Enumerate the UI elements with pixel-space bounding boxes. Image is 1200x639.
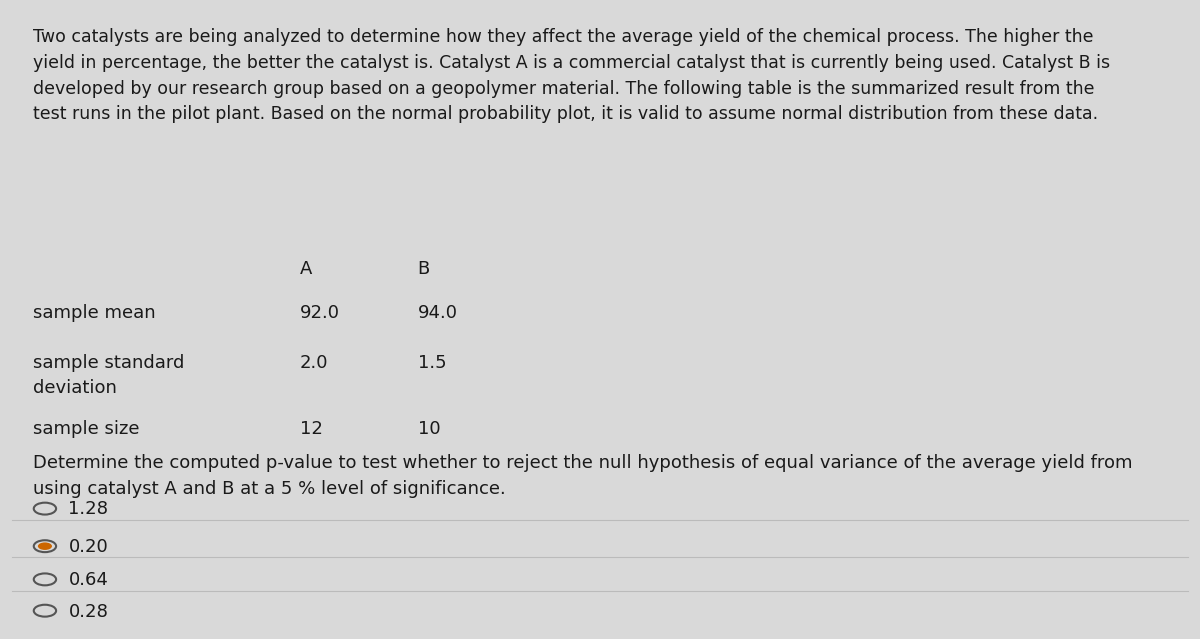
Text: 94.0: 94.0 <box>418 304 457 322</box>
Text: 0.28: 0.28 <box>68 603 108 620</box>
Text: 0.64: 0.64 <box>68 571 108 589</box>
Text: 1.5: 1.5 <box>418 354 446 372</box>
Text: Determine the computed p-value to test whether to reject the null hypothesis of : Determine the computed p-value to test w… <box>34 454 1133 498</box>
Text: Two catalysts are being analyzed to determine how they affect the average yield : Two catalysts are being analyzed to dete… <box>34 28 1110 123</box>
Text: 92.0: 92.0 <box>300 304 340 322</box>
Text: 10: 10 <box>418 420 440 438</box>
Text: 12: 12 <box>300 420 323 438</box>
Text: 2.0: 2.0 <box>300 354 329 372</box>
Text: sample size: sample size <box>34 420 139 438</box>
Text: 0.20: 0.20 <box>68 538 108 556</box>
Text: 1.28: 1.28 <box>68 500 108 518</box>
Text: sample standard
deviation: sample standard deviation <box>34 354 185 397</box>
Text: B: B <box>418 260 430 278</box>
Text: sample mean: sample mean <box>34 304 156 322</box>
Text: A: A <box>300 260 312 278</box>
Circle shape <box>38 543 52 550</box>
